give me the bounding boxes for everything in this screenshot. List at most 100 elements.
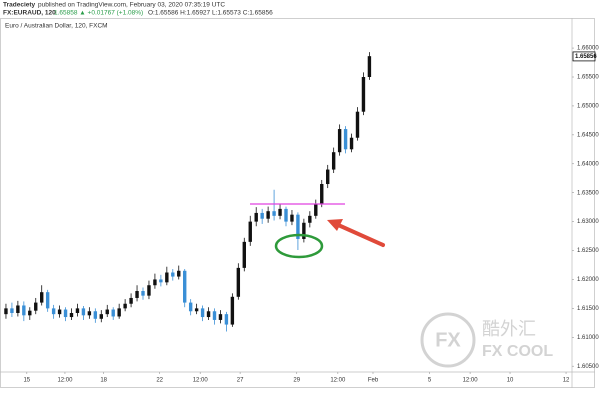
candle-body	[165, 272, 169, 283]
author: Tradeciety	[3, 2, 36, 9]
candle-body	[290, 214, 294, 222]
candle-body	[254, 212, 258, 222]
change: 1.65858 ▲ +0.01767 (+1.08%)	[54, 10, 143, 17]
logo-name: 酷外汇	[482, 319, 536, 339]
candle-body	[22, 305, 26, 316]
candle-body	[200, 308, 205, 318]
candle-body	[123, 303, 127, 309]
candle-body	[183, 270, 187, 303]
x-tick-label: 12:00	[193, 378, 209, 384]
x-tick-label: 12	[563, 378, 570, 384]
candle-body	[16, 305, 20, 313]
x-tick-label: 27	[237, 378, 244, 384]
y-tick-label: 1.63000	[577, 219, 599, 225]
candle-body	[212, 311, 217, 320]
candle-body	[45, 292, 50, 309]
candle-body	[308, 215, 312, 223]
candle-body	[337, 129, 342, 153]
candle-body	[171, 272, 175, 277]
candle-body	[242, 241, 246, 268]
plot-area	[4, 52, 372, 332]
candle-body	[326, 169, 330, 185]
x-tick-label: 22	[156, 378, 163, 384]
chart-frame	[0, 18, 595, 388]
candle-body	[266, 211, 270, 219]
y-tick-label: 1.61000	[577, 335, 599, 341]
candle-body	[361, 77, 366, 112]
candle-body	[10, 308, 14, 313]
x-tick-label: 5	[428, 378, 432, 384]
y-tick-label: 1.64500	[577, 132, 599, 138]
candle-body	[230, 296, 235, 325]
candle-body	[111, 309, 115, 317]
candle-body	[272, 211, 276, 216]
candle-body	[159, 279, 163, 283]
logo-brand: FX COOL	[482, 343, 553, 360]
candle-body	[224, 314, 229, 325]
y-tick-label: 1.62000	[577, 277, 599, 283]
arrow-head	[327, 219, 343, 231]
candle-body	[331, 152, 336, 170]
candle-body	[28, 310, 32, 316]
x-tick-label: 12:00	[330, 378, 346, 384]
candle-body	[320, 184, 324, 205]
candle-body	[81, 308, 86, 316]
candle-body	[236, 267, 241, 297]
candle-body	[367, 56, 372, 77]
y-tick-label: 1.65000	[577, 103, 599, 109]
candle-body	[314, 204, 318, 216]
candle-body	[57, 309, 62, 315]
candle-body	[260, 212, 264, 219]
candle-body	[177, 270, 181, 277]
candle-body	[206, 311, 211, 318]
candle-body	[194, 308, 199, 312]
y-tick-label: 1.61500	[577, 306, 599, 312]
symbol: FX:EURAUD, 120	[3, 10, 56, 17]
y-tick-label: 1.66000	[577, 46, 599, 52]
candle-body	[129, 297, 133, 304]
x-tick-label: 18	[100, 378, 107, 384]
last-price-box	[572, 51, 596, 62]
candle-body	[63, 309, 68, 318]
y-tick-label: 1.62500	[577, 248, 599, 254]
candle-body	[278, 208, 282, 216]
highlight-ellipse	[274, 233, 324, 259]
candle-body	[4, 308, 8, 315]
logo-text: FX	[435, 329, 461, 351]
candle-body	[284, 208, 288, 222]
candle-body	[147, 285, 151, 296]
candle-body	[69, 313, 74, 318]
arrow-shaft	[334, 222, 385, 247]
last-price-label: 1.65856	[575, 54, 597, 60]
candle-body	[302, 222, 306, 239]
published: published on TradingView.com, February 0…	[38, 2, 225, 9]
candle-body	[51, 308, 56, 315]
x-tick-label: 29	[293, 378, 300, 384]
x-tick-label: 10	[507, 378, 514, 384]
watermark: FX 酷外汇 FX COOL	[420, 312, 553, 368]
candle-body	[75, 308, 80, 313]
candle-body	[117, 308, 121, 317]
x-tick-label: 12:00	[463, 378, 479, 384]
y-tick-label: 1.65500	[577, 75, 599, 81]
candle-body	[218, 314, 223, 320]
y-tick-label: 1.60500	[577, 364, 599, 370]
ohlc: O:1.65586 H:1.65927 L:1.65573 C:1.65856	[148, 10, 273, 17]
chart-title: Euro / Australian Dollar, 120, FXCM	[5, 23, 108, 30]
candle-body	[99, 314, 103, 319]
candle-body	[248, 221, 252, 242]
candle-body	[153, 279, 157, 286]
candle-body	[188, 302, 193, 312]
logo-circle	[420, 312, 476, 368]
y-tick-label: 1.63500	[577, 190, 599, 196]
candle-body	[34, 302, 38, 311]
candle-body	[135, 291, 139, 298]
x-tick-label: Feb	[368, 378, 379, 384]
y-tick-label: 1.64000	[577, 161, 599, 167]
candle-body	[296, 214, 300, 239]
candle-body	[141, 291, 145, 296]
candle-body	[349, 137, 354, 150]
